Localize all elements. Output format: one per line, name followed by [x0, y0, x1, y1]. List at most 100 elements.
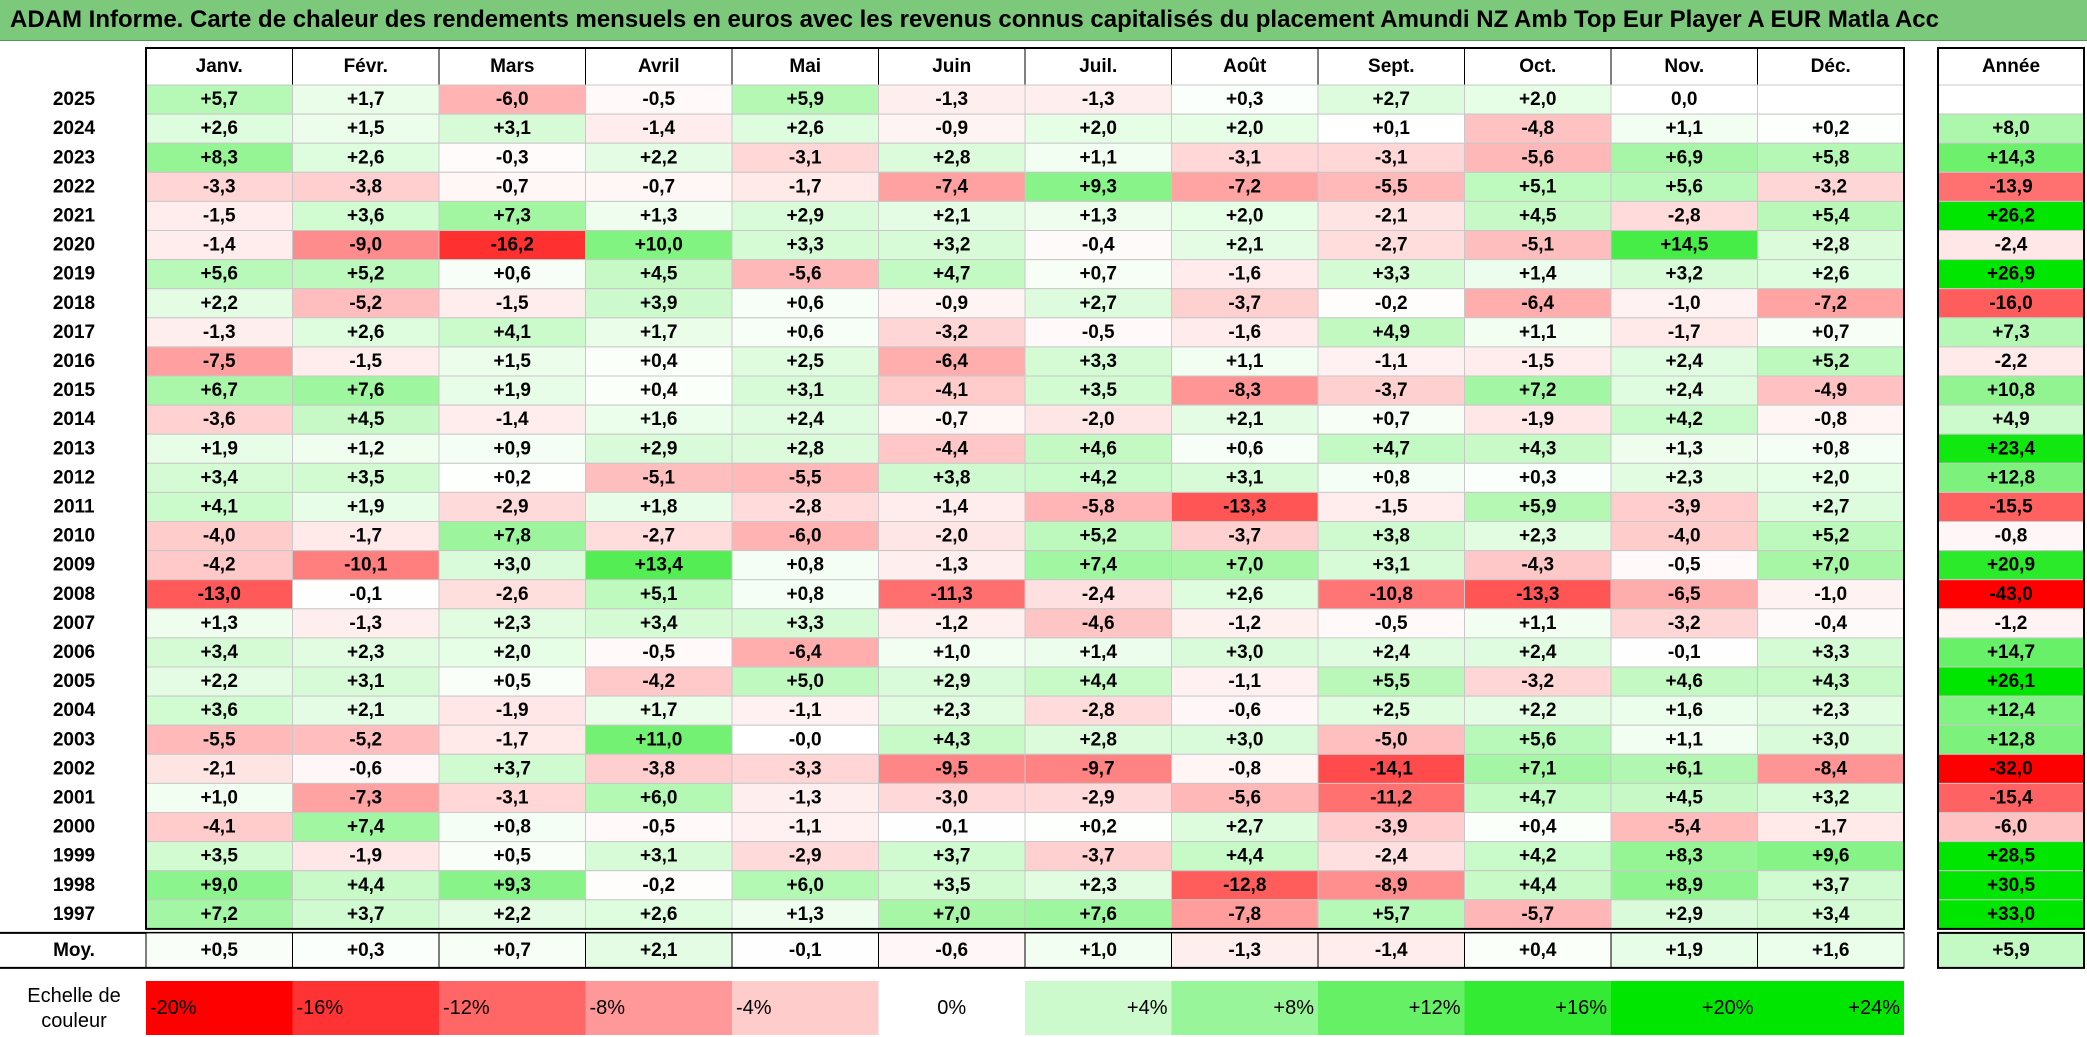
year-label: 2000 — [53, 817, 95, 838]
cell-value: +0,7 — [1812, 322, 1850, 343]
cell-value: +2,7 — [1226, 817, 1264, 838]
cell-value: +3,5 — [1079, 380, 1117, 401]
cell-value: -5,5 — [1375, 176, 1408, 197]
year-label: 2003 — [53, 729, 95, 750]
heatmap-cell — [438, 462, 586, 493]
cell-value: +3,4 — [200, 642, 238, 663]
average-value: -0,6 — [935, 940, 968, 961]
cell-value: +5,6 — [200, 264, 238, 285]
cell-value: +0,8 — [786, 555, 824, 576]
cell-value: +2,7 — [1372, 89, 1410, 110]
cell-value: -2,4 — [1082, 584, 1115, 605]
cell-value: +0,3 — [1226, 89, 1264, 110]
cell-value: -10,1 — [344, 555, 388, 576]
cell-value: -9,5 — [935, 758, 968, 779]
heatmap-cell — [1757, 375, 1905, 406]
heatmap-cell — [1024, 579, 1172, 610]
cell-value: -0,9 — [935, 293, 968, 314]
month-header: Déc. — [1811, 56, 1851, 77]
heatmap-cell — [1464, 579, 1612, 610]
year-label: 2007 — [53, 613, 95, 634]
month-header: Janv. — [196, 56, 243, 77]
heatmap-cell — [1610, 753, 1758, 784]
heatmap-cell — [292, 695, 440, 726]
annual-value: -2,2 — [1995, 351, 2028, 372]
heatmap-cell — [585, 433, 733, 464]
cell-value: -9,7 — [1082, 758, 1115, 779]
cell-value: +4,5 — [640, 264, 678, 285]
heatmap-cell — [878, 812, 1026, 843]
heatmap-cell — [1464, 695, 1612, 726]
cell-value: +0,8 — [493, 817, 531, 838]
heatmap-cell — [1757, 171, 1905, 202]
month-header-cell — [1757, 47, 1905, 86]
heatmap-cell — [1024, 200, 1172, 231]
grid-border — [145, 47, 1905, 930]
heatmap-cell — [1757, 84, 1905, 115]
heatmap-cell — [292, 259, 440, 290]
heatmap-cell — [438, 200, 586, 231]
heatmap-cell — [1757, 550, 1905, 581]
year-label: 2011 — [53, 496, 95, 517]
cell-value: +3,7 — [933, 846, 971, 867]
heatmap-cell — [145, 695, 293, 726]
heatmap-cell — [585, 404, 733, 435]
cell-value: +3,5 — [200, 846, 238, 867]
cell-value: -1,3 — [1082, 89, 1115, 110]
cell-value: +7,4 — [1079, 555, 1117, 576]
average-cell — [1024, 932, 1172, 969]
cell-value: +2,3 — [1812, 700, 1850, 721]
month-header: Mai — [789, 56, 821, 77]
heatmap-cell — [878, 375, 1026, 406]
cell-value: +4,7 — [933, 264, 971, 285]
heatmap-cell — [438, 899, 586, 930]
cell-value: -11,2 — [1370, 787, 1412, 808]
cell-value: +3,4 — [200, 467, 238, 488]
annual-value: +26,1 — [1987, 671, 2036, 692]
cell-value: +2,4 — [1519, 642, 1557, 663]
heatmap-cell — [1464, 666, 1612, 697]
annual-cell — [1937, 84, 2085, 115]
cell-value: -2,9 — [1082, 787, 1115, 808]
cell-value: +1,5 — [493, 351, 531, 372]
heatmap-cell — [585, 550, 733, 581]
cell-value: +4,4 — [1226, 846, 1264, 867]
cell-value: +1,4 — [1519, 264, 1557, 285]
cell-value: +5,9 — [786, 89, 824, 110]
cell-value: +1,8 — [640, 496, 678, 517]
cell-value: +5,6 — [1665, 176, 1703, 197]
cell-value: +3,6 — [347, 205, 385, 226]
year-label: 2022 — [53, 176, 95, 197]
heatmap-cell — [1317, 899, 1465, 930]
cell-value: +3,3 — [1812, 642, 1850, 663]
average-value: -1,4 — [1375, 940, 1408, 961]
cell-value: +0,8 — [1812, 438, 1850, 459]
cell-value: -0,3 — [496, 147, 529, 168]
cell-value: +4,9 — [1372, 322, 1410, 343]
heatmap-cell — [1024, 870, 1172, 901]
annual-cell — [1937, 724, 2085, 755]
cell-value: -1,5 — [1521, 351, 1554, 372]
annual-value: +30,5 — [1987, 875, 2036, 896]
heatmap-cell — [585, 375, 733, 406]
cell-value: +3,1 — [347, 671, 385, 692]
heatmap-cell — [292, 841, 440, 872]
heatmap-cell — [1757, 259, 1905, 290]
cell-value: +4,6 — [1079, 438, 1117, 459]
heatmap-cell — [585, 724, 733, 755]
cell-value: -1,3 — [203, 322, 236, 343]
heatmap-cell — [1610, 375, 1758, 406]
cell-value: -4,0 — [1668, 526, 1701, 547]
cell-value: -5,0 — [1375, 729, 1408, 750]
annual-value: +26,2 — [1987, 205, 2035, 226]
cell-value: -0,7 — [935, 409, 968, 430]
annual-cell — [1937, 288, 2085, 319]
heatmap-cell — [438, 84, 586, 115]
cell-value: +3,6 — [200, 700, 238, 721]
heatmap-cell — [1757, 724, 1905, 755]
cell-value: -1,4 — [935, 496, 968, 517]
annual-cell — [1937, 841, 2085, 872]
cell-value: +4,1 — [493, 322, 531, 343]
heatmap-cell — [731, 637, 879, 668]
